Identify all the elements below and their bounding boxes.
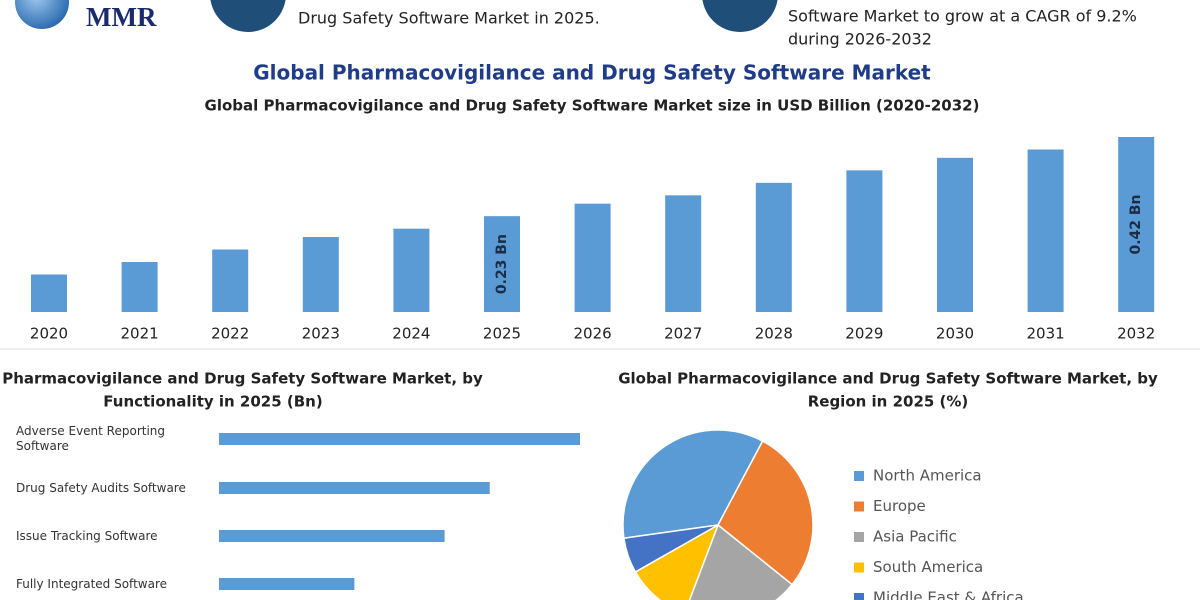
icon-circle [702,0,778,32]
label-box: Adverse Event Reporting Software [16,424,166,453]
note-text: Software Market to grow at a CAGR of 9.2… [788,7,1137,26]
y-tick-label: Fully Integrated Software [16,576,167,591]
bar [484,216,520,312]
x-tick-label: 2028 [755,325,793,343]
bar [302,237,339,312]
bar [665,195,702,312]
bar [121,262,158,312]
bar [574,203,611,312]
x-tick-label: 2027 [664,325,702,343]
note-text: Drug Safety Software Market in 2025. [298,9,600,28]
bar [846,170,883,312]
x-tick-label: 2020 [30,325,68,343]
pie-slice [623,524,719,573]
pie-slice [717,440,814,586]
x-tick-label: 2030 [936,325,974,343]
x-tick-label: 2025 [483,325,521,343]
y-tick-label: Adverse Event Reporting Software [16,424,166,453]
legend-swatch [854,532,864,542]
bar [755,182,792,312]
bar [393,228,430,312]
bar [219,578,355,590]
y-tick-label: Drug Safety Audits Software [16,480,186,495]
bar [31,274,67,312]
chart-title: Region in 2025 (%) [808,393,969,411]
data-label: 0.23 Bn [494,234,510,294]
x-tick-label: 2032 [1117,325,1155,343]
pie-slice [634,523,720,600]
legend-label: South America [873,558,983,576]
y-tick-label: Issue Tracking Software [16,528,158,543]
bar [212,249,249,312]
bar [219,482,490,494]
x-tick-label: 2029 [845,325,883,343]
pie-slice [688,523,794,600]
label-box: Drug Safety Audits Software [16,480,186,495]
x-tick-label: 2024 [392,325,430,343]
legend-label: Europe [873,497,926,515]
data-label: 0.42 Bn [1128,194,1144,254]
legend-swatch [854,501,864,512]
bar [219,530,445,542]
label-box: Issue Tracking Software [16,528,158,543]
icon-circle [210,0,286,32]
bar [1027,149,1064,312]
x-tick-label: 2021 [121,325,159,343]
pie-slice [622,429,764,540]
subtitle: Global Pharmacovigilance and Drug Safety… [205,97,980,115]
chart-title: Global Pharmacovigilance and Drug Safety… [618,370,1158,388]
bar [219,433,580,445]
legend-swatch [854,562,864,573]
logo-text: MMR [86,2,157,32]
label-box: Fully Integrated Software [16,576,167,591]
chart-title: Global Pharmacovigilance and Drug Safety… [0,370,483,388]
note-text: during 2026-2032 [788,30,932,49]
legend-label: North America [873,467,982,485]
legend-swatch [854,471,864,481]
legend-label: Middle East & Africa [873,589,1024,600]
legend-label: Asia Pacific [873,528,957,546]
x-tick-label: 2031 [1027,325,1065,343]
bar [1118,137,1155,312]
legend-swatch [854,593,864,600]
main-title: Global Pharmacovigilance and Drug Safety… [253,61,931,85]
x-tick-label: 2023 [302,325,340,343]
x-tick-label: 2022 [211,325,249,343]
logo-globe [15,0,69,29]
bar [937,157,973,312]
x-tick-label: 2026 [574,325,612,343]
chart-title: Functionality in 2025 (Bn) [103,393,322,411]
